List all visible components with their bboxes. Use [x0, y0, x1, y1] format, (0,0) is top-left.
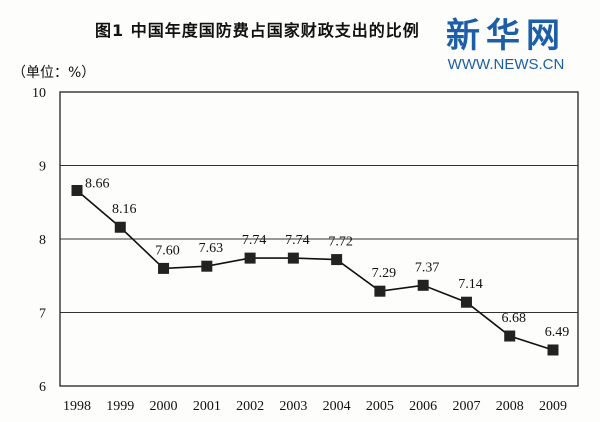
x-tick-label: 1999	[106, 399, 134, 414]
x-tick-label: 2003	[279, 399, 307, 414]
x-tick-label: 2001	[193, 399, 221, 414]
data-point	[417, 279, 429, 291]
data-label: 7.60	[155, 243, 180, 258]
y-tick-label: 6	[39, 380, 46, 395]
logo-text: 新华网	[446, 16, 566, 56]
data-point	[201, 260, 213, 272]
data-label: 8.16	[112, 202, 137, 217]
x-tick-label: 2005	[366, 399, 394, 414]
data-label: 7.74	[285, 233, 310, 248]
data-point	[374, 285, 386, 297]
data-label: 7.72	[328, 235, 353, 250]
data-label: 8.66	[85, 176, 110, 191]
data-point	[71, 184, 83, 196]
logo-url: WWW.NEWS.CN	[447, 56, 565, 73]
data-point	[504, 330, 516, 342]
x-tick-label: 2006	[409, 399, 437, 414]
data-label: 7.37	[415, 260, 440, 275]
data-label: 6.49	[545, 325, 570, 340]
data-point	[460, 296, 472, 308]
data-label: 6.68	[501, 311, 526, 326]
data-point	[158, 262, 170, 274]
y-tick-label: 9	[39, 160, 46, 175]
x-tick-label: 2002	[236, 399, 264, 414]
x-tick-label: 1998	[63, 399, 91, 414]
series-line	[76, 189, 554, 351]
data-point	[114, 221, 126, 233]
x-tick-label: 2004	[323, 399, 351, 414]
data-point	[547, 344, 559, 356]
chart-title: 图1 中国年度国防费占国家财政支出的比例	[95, 21, 420, 40]
data-label: 7.14	[458, 277, 483, 292]
x-tick-label: 2000	[150, 399, 178, 414]
x-tick-label: 2008	[496, 399, 524, 414]
x-tick-label: 2009	[539, 399, 567, 414]
y-tick-label: 7	[39, 307, 46, 322]
x-tick-label: 2007	[452, 399, 480, 414]
xinhua-logo: 新华网 WWW.NEWS.CN	[440, 16, 572, 74]
data-point	[244, 252, 256, 264]
data-point	[287, 252, 299, 264]
data-label: 7.29	[372, 266, 397, 281]
unit-label: （单位：%）	[12, 65, 96, 81]
data-label: 7.63	[199, 241, 224, 256]
data-label: 7.74	[242, 233, 267, 248]
y-tick-label: 10	[32, 86, 46, 101]
y-tick-label: 8	[39, 233, 46, 248]
data-point	[331, 254, 343, 266]
